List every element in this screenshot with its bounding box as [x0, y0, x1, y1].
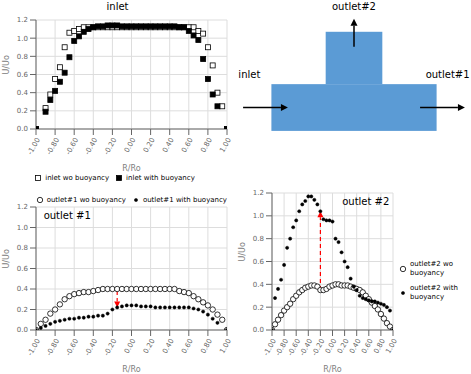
- svg-text:0.00: 0.00: [123, 136, 138, 154]
- svg-text:U/Uo: U/Uo: [8, 249, 11, 268]
- svg-text:0.20: 0.20: [335, 337, 351, 355]
- svg-text:1.0: 1.0: [17, 224, 28, 232]
- svg-text:R/Ro: R/Ro: [323, 365, 341, 374]
- svg-text:1.0: 1.0: [253, 212, 264, 220]
- svg-text:0.60: 0.60: [180, 337, 195, 355]
- svg-text:-0.60: -0.60: [64, 337, 80, 357]
- svg-text:0.8: 0.8: [253, 235, 264, 243]
- svg-text:0.4: 0.4: [253, 281, 265, 289]
- svg-text:0.6: 0.6: [17, 265, 29, 273]
- svg-text:0.0: 0.0: [17, 326, 28, 334]
- svg-text:0.80: 0.80: [372, 337, 387, 355]
- svg-text:outlet#2: outlet#2: [332, 1, 376, 12]
- svg-text:-1.00: -1.00: [26, 136, 42, 156]
- svg-text:0.60: 0.60: [360, 337, 375, 355]
- html-text:outlet#1 with buoyancy: outlet#1 with buoyancy: [142, 195, 227, 204]
- svg-text:0.0: 0.0: [253, 326, 264, 334]
- svg-text:1.00: 1.00: [384, 337, 399, 355]
- svg-text:-0.80: -0.80: [274, 337, 291, 358]
- svg-text:0.6: 0.6: [17, 71, 29, 79]
- svg-text:-1.00: -1.00: [262, 337, 278, 358]
- svg-text:0.20: 0.20: [142, 337, 157, 355]
- html-text:outlet#1 wo buoyancy: outlet#1 wo buoyancy: [46, 195, 126, 204]
- svg-text:0.2: 0.2: [253, 304, 264, 312]
- svg-text:-0.40: -0.40: [298, 337, 315, 358]
- svg-text:0.40: 0.40: [161, 337, 176, 355]
- svg-text:U/Uo: U/Uo: [238, 242, 247, 261]
- svg-text:-0.80: -0.80: [45, 136, 61, 156]
- svg-text:-0.20: -0.20: [310, 337, 326, 357]
- svg-text:-0.20: -0.20: [102, 136, 118, 156]
- svg-text:0.8: 0.8: [17, 244, 28, 252]
- svg-text:-0.60: -0.60: [64, 136, 80, 156]
- html-text:outlet #1: outlet #1: [43, 210, 91, 221]
- svg-text:1.2: 1.2: [253, 189, 264, 197]
- svg-text:1.2: 1.2: [17, 203, 28, 211]
- html-text:outlet#2 wo buoyancy: outlet#2 wo buoyancy: [410, 259, 453, 277]
- html-text:inlet with buoyancy: inlet with buoyancy: [126, 173, 195, 182]
- svg-text:-0.40: -0.40: [83, 136, 99, 156]
- svg-text:0.40: 0.40: [161, 136, 176, 154]
- svg-text:-0.20: -0.20: [102, 337, 118, 357]
- svg-text:0.60: 0.60: [180, 136, 195, 154]
- svg-text:0.4: 0.4: [17, 89, 29, 97]
- html-text:outlet#2 with buoyancy: outlet#2 with buoyancy: [410, 283, 458, 301]
- svg-text:0.00: 0.00: [123, 337, 138, 355]
- svg-text:R/Ro: R/Ro: [122, 365, 140, 374]
- html-text:inlet: inlet: [106, 1, 129, 12]
- svg-text:0.80: 0.80: [199, 337, 214, 355]
- svg-text:R/Ro: R/Ro: [122, 164, 140, 173]
- svg-text:1.00: 1.00: [218, 337, 233, 355]
- html-text:outlet #2: outlet #2: [342, 196, 390, 207]
- svg-text:0.6: 0.6: [253, 258, 265, 266]
- svg-text:inlet: inlet: [238, 69, 260, 80]
- svg-text:0.8: 0.8: [17, 53, 28, 61]
- svg-text:-1.00: -1.00: [26, 337, 42, 357]
- svg-text:U/Uo: U/Uo: [8, 55, 11, 74]
- svg-text:0.20: 0.20: [142, 136, 157, 154]
- svg-text:outlet#1: outlet#1: [426, 69, 463, 80]
- svg-text:-0.60: -0.60: [286, 337, 303, 358]
- svg-text:0.40: 0.40: [348, 337, 363, 355]
- svg-text:0.00: 0.00: [323, 337, 339, 355]
- svg-text:-0.80: -0.80: [45, 337, 61, 357]
- svg-text:0.4: 0.4: [17, 285, 29, 293]
- svg-text:1.0: 1.0: [17, 35, 28, 43]
- svg-text:-0.40: -0.40: [83, 337, 99, 357]
- svg-text:0.2: 0.2: [17, 306, 28, 314]
- svg-text:1.00: 1.00: [218, 136, 233, 154]
- svg-text:0.0: 0.0: [17, 125, 28, 133]
- svg-text:0.80: 0.80: [199, 136, 214, 154]
- svg-text:1.2: 1.2: [17, 16, 28, 24]
- svg-text:0.2: 0.2: [17, 107, 28, 115]
- html-text:inlet wo buoyancy: inlet wo buoyancy: [45, 173, 110, 182]
